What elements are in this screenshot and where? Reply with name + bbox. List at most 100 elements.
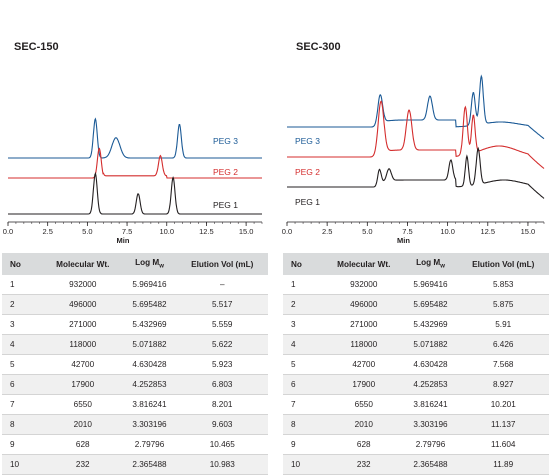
table-row: 1 932000 5.969416 5.853 <box>283 275 549 295</box>
cell-no: 9 <box>283 434 324 455</box>
cell-no: 2 <box>2 294 43 315</box>
table-row: 8 2010 3.303196 11.137 <box>283 414 549 435</box>
cell-elution-vol: 11.604 <box>457 434 549 455</box>
x-tick-label: 7.5 <box>402 227 412 236</box>
cell-elution-vol: – <box>176 275 268 295</box>
table-row: 4 118000 5.071882 6.426 <box>283 334 549 355</box>
header-elution-vol: Elution Vol (mL) <box>457 253 549 275</box>
cell-molecular-wt: 17900 <box>43 374 123 395</box>
cell-no: 10 <box>283 454 324 475</box>
cell-elution-vol: 5.622 <box>176 334 268 355</box>
cell-log-mw: 5.071882 <box>122 334 177 355</box>
table-header-row: No Molecular Wt. Log Mw Elution Vol (mL) <box>2 253 268 275</box>
trace-peg-2 <box>287 100 545 169</box>
trace-peg-1 <box>287 146 545 199</box>
cell-log-mw: 2.365488 <box>122 454 177 475</box>
header-no: No <box>2 253 43 275</box>
cell-molecular-wt: 628 <box>43 434 123 455</box>
table-row: 10 232 2.365488 11.89 <box>283 454 549 475</box>
cell-molecular-wt: 932000 <box>43 275 123 295</box>
x-tick-label: 2.5 <box>322 227 332 236</box>
cell-log-mw: 5.071882 <box>403 334 458 355</box>
cell-molecular-wt: 2010 <box>324 414 404 435</box>
cell-no: 4 <box>283 334 324 355</box>
table-row: 5 42700 4.630428 7.568 <box>283 354 549 375</box>
cell-elution-vol: 8.927 <box>457 374 549 395</box>
table-row: 4 118000 5.071882 5.622 <box>2 334 268 355</box>
cell-no: 2 <box>283 294 324 315</box>
table-row: 2 496000 5.695482 5.875 <box>283 294 549 315</box>
cell-molecular-wt: 628 <box>324 434 404 455</box>
table-sec-300: No Molecular Wt. Log Mw Elution Vol (mL)… <box>283 253 549 475</box>
cell-molecular-wt: 17900 <box>324 374 404 395</box>
x-tick-label: 10.0 <box>440 227 455 236</box>
cell-elution-vol: 5.91 <box>457 314 549 335</box>
cell-no: 9 <box>2 434 43 455</box>
x-tick-label: 15.0 <box>239 227 254 236</box>
cell-elution-vol: 5.875 <box>457 294 549 315</box>
x-tick-label: 0.0 <box>3 227 13 236</box>
cell-molecular-wt: 232 <box>43 454 123 475</box>
cell-no: 10 <box>2 454 43 475</box>
cell-log-mw: 4.630428 <box>122 354 177 375</box>
x-tick-label: 12.5 <box>199 227 214 236</box>
cell-no: 8 <box>2 414 43 435</box>
cell-molecular-wt: 496000 <box>43 294 123 315</box>
cell-molecular-wt: 232 <box>324 454 404 475</box>
cell-no: 7 <box>2 394 43 415</box>
series-label: PEG 3 <box>295 136 320 146</box>
chart-sec-300: SEC-300 0.0 2.5 5.0 7.5 10.0 12.5 15.0 Min PEG 3 P… <box>282 41 545 245</box>
series-label: PEG 2 <box>295 167 320 177</box>
table-row: 6 17900 4.252853 6.803 <box>2 374 268 395</box>
cell-elution-vol: 5.853 <box>457 275 549 295</box>
table-row: 1 932000 5.969416– <box>2 275 268 295</box>
cell-molecular-wt: 271000 <box>43 314 123 335</box>
cell-no: 6 <box>2 374 43 395</box>
cell-log-mw: 4.252853 <box>122 374 177 395</box>
cell-elution-vol: 11.137 <box>457 414 549 435</box>
table-row: 8 2010 3.303196 9.603 <box>2 414 268 435</box>
cell-log-mw: 5.695482 <box>122 294 177 315</box>
header-log-mw: Log Mw <box>122 253 177 275</box>
cell-elution-vol: 5.923 <box>176 354 268 375</box>
cell-log-mw: 5.432969 <box>122 314 177 335</box>
series-label: PEG 2 <box>213 167 238 177</box>
chart-title: SEC-300 <box>296 41 341 53</box>
cell-elution-vol: 9.603 <box>176 414 268 435</box>
cell-elution-vol: 6.426 <box>457 334 549 355</box>
cell-elution-vol: 10.983 <box>176 454 268 475</box>
cell-log-mw: 5.695482 <box>403 294 458 315</box>
cell-no: 5 <box>2 354 43 375</box>
cell-log-mw: 2.79796 <box>403 434 458 455</box>
x-tick-label: 0.0 <box>282 227 292 236</box>
trace-peg-1 <box>8 171 262 215</box>
cell-no: 3 <box>2 314 43 335</box>
cell-molecular-wt: 271000 <box>324 314 404 335</box>
chromatogram-plots: SEC-150 0.0 2.5 5.0 7.5 10.0 12.5 15.0 Min PEG 3 P… <box>3 41 545 245</box>
cell-elution-vol: 6.803 <box>176 374 268 395</box>
cell-molecular-wt: 42700 <box>43 354 123 375</box>
cell-no: 5 <box>283 354 324 375</box>
cell-molecular-wt: 118000 <box>43 334 123 355</box>
trace-peg-3 <box>8 117 262 159</box>
cell-elution-vol: 11.89 <box>457 454 549 475</box>
header-elution-vol: Elution Vol (mL) <box>176 253 268 275</box>
chart-title: SEC-150 <box>14 41 59 53</box>
header-molecular-wt: Molecular Wt. <box>43 253 123 275</box>
cell-no: 3 <box>283 314 324 335</box>
cell-molecular-wt: 42700 <box>324 354 404 375</box>
cell-log-mw: 3.816241 <box>403 394 458 415</box>
trace-peg-2 <box>8 147 262 179</box>
cell-molecular-wt: 2010 <box>43 414 123 435</box>
cell-log-mw: 5.969416 <box>403 275 458 295</box>
cell-elution-vol: 7.568 <box>457 354 549 375</box>
cell-no: 6 <box>283 374 324 395</box>
table-sec-150: No Molecular Wt. Log Mw Elution Vol (mL)… <box>2 253 268 475</box>
x-axis-label: Min <box>397 236 410 245</box>
cell-log-mw: 3.303196 <box>403 414 458 435</box>
x-axis-label: Min <box>117 236 130 245</box>
series-label: PEG 3 <box>213 136 238 146</box>
header-no: No <box>283 253 324 275</box>
table-row: 9 628 2.79796 11.604 <box>283 434 549 455</box>
table-row: 10 232 2.365488 10.983 <box>2 454 268 475</box>
